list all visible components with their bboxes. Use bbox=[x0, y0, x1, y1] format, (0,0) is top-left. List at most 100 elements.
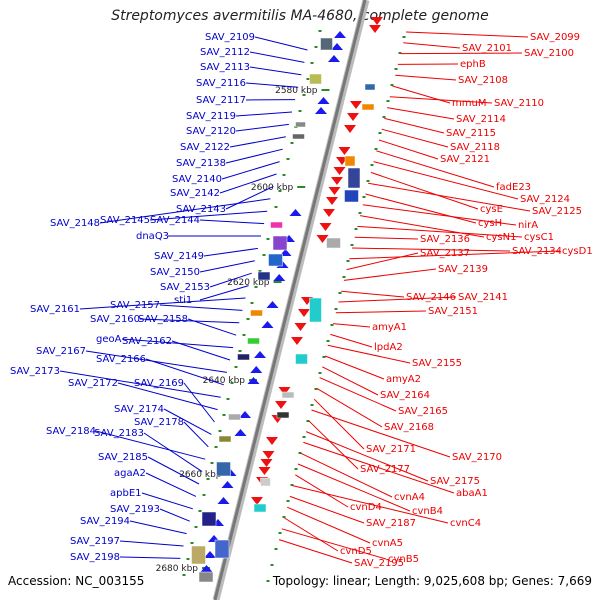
minor-tick bbox=[254, 286, 258, 288]
right-gene-label: SAV_2136 bbox=[420, 234, 470, 245]
minor-tick bbox=[298, 110, 302, 112]
minor-tick bbox=[378, 132, 382, 134]
minor-tick bbox=[354, 228, 358, 230]
right-leader-line bbox=[389, 96, 493, 104]
right-gene-label: cysC1 bbox=[524, 232, 554, 243]
left-gene-label: SAV_2145 bbox=[100, 215, 150, 226]
left-gene-label: SAV_2153 bbox=[160, 282, 210, 293]
minor-tick bbox=[250, 302, 254, 304]
forward-gene-arrow bbox=[221, 481, 234, 488]
feature-block bbox=[281, 391, 295, 399]
left-gene-label: SAV_2162 bbox=[122, 336, 172, 347]
minor-tick bbox=[386, 100, 390, 102]
right-leader-line bbox=[308, 420, 359, 470]
feature-block bbox=[309, 297, 322, 323]
feature-block bbox=[257, 271, 271, 281]
reverse-gene-arrow bbox=[344, 125, 356, 133]
feature-block bbox=[228, 413, 241, 421]
right-leader-line bbox=[289, 495, 365, 524]
minor-tick bbox=[274, 206, 278, 208]
right-gene-label: amyA2 bbox=[386, 374, 421, 385]
minor-tick bbox=[330, 324, 334, 326]
minor-tick bbox=[302, 94, 306, 96]
forward-gene-arrow bbox=[334, 31, 346, 38]
right-gene-label: SAV_2115 bbox=[446, 128, 496, 139]
minor-tick bbox=[286, 500, 290, 502]
minor-tick bbox=[198, 510, 202, 512]
right-leader-line bbox=[405, 31, 529, 38]
feature-block bbox=[292, 133, 305, 140]
minor-tick bbox=[226, 398, 230, 400]
reverse-gene-arrow bbox=[291, 337, 303, 345]
left-gene-label: SAV_2193 bbox=[110, 504, 160, 515]
right-leader-line bbox=[297, 463, 411, 512]
left-gene-label: SAV_2173 bbox=[10, 366, 60, 377]
reverse-gene-arrow bbox=[298, 309, 310, 317]
right-leader-line bbox=[322, 366, 379, 396]
left-leader-line bbox=[254, 36, 308, 51]
minor-tick bbox=[334, 308, 338, 310]
minor-tick bbox=[322, 356, 326, 358]
right-leader-line bbox=[295, 474, 349, 508]
left-gene-label: SAV_2161 bbox=[30, 304, 80, 315]
reverse-gene-arrow bbox=[294, 323, 307, 331]
right-leader-line bbox=[357, 225, 523, 238]
right-gene-label: SAV_2165 bbox=[398, 406, 448, 417]
feature-block bbox=[201, 511, 217, 527]
left-gene-label: geoA bbox=[96, 334, 122, 345]
minor-tick bbox=[318, 30, 322, 32]
left-gene-label: SAV_2167 bbox=[36, 346, 86, 357]
right-leader-line bbox=[365, 193, 477, 224]
minor-tick bbox=[214, 446, 218, 448]
minor-tick bbox=[382, 116, 386, 118]
minor-tick bbox=[234, 366, 238, 368]
left-leader-line bbox=[203, 247, 258, 257]
left-leader-line bbox=[85, 350, 227, 373]
right-leader-line bbox=[378, 139, 439, 160]
reverse-gene-arrow bbox=[326, 197, 338, 205]
left-gene-label: SAV_2109 bbox=[205, 32, 255, 43]
left-leader-line bbox=[119, 556, 181, 559]
right-leader-line bbox=[376, 150, 495, 188]
minor-tick bbox=[238, 350, 242, 352]
left-gene-label: SAV_2144 bbox=[150, 215, 200, 226]
reverse-gene-arrow bbox=[251, 497, 263, 505]
right-gene-label: cvnB5 bbox=[388, 554, 419, 565]
right-leader-line bbox=[381, 128, 449, 148]
right-leader-line bbox=[278, 539, 353, 564]
left-gene-label: SAV_2197 bbox=[70, 536, 120, 547]
minor-tick bbox=[218, 430, 222, 432]
right-gene-label: SAV_2141 bbox=[458, 292, 508, 303]
left-gene-label: SAV_2178 bbox=[134, 417, 184, 428]
backbone-line bbox=[213, 0, 367, 600]
left-gene-label: SAV_2194 bbox=[80, 516, 130, 527]
left-gene-label: SAV_2120 bbox=[186, 126, 236, 137]
right-gene-label: SAV_2124 bbox=[520, 194, 570, 205]
right-leader-line bbox=[305, 431, 429, 482]
forward-gene-arrow bbox=[289, 209, 302, 216]
feature-block bbox=[270, 221, 283, 229]
forward-gene-arrow bbox=[266, 301, 279, 308]
tick-label: 2580 kbp bbox=[275, 86, 318, 96]
right-leader-line bbox=[311, 409, 451, 458]
left-leader-line bbox=[183, 421, 209, 448]
left-gene-label: SAV_2113 bbox=[200, 62, 250, 73]
left-gene-label: SAV_2142 bbox=[170, 188, 220, 199]
left-leader-line bbox=[99, 198, 271, 224]
feature-block bbox=[272, 235, 288, 251]
right-leader-line bbox=[349, 250, 561, 260]
right-gene-label: SAV_2137 bbox=[420, 248, 470, 259]
left-gene-labels: SAV_2109 SAV_2112 SAV_2113 SAV_2116 SAV_2117… bbox=[10, 32, 308, 563]
reverse-gene-arrow bbox=[328, 187, 341, 195]
minor-tick bbox=[278, 190, 282, 192]
reverse-gene-arrow bbox=[316, 235, 329, 243]
feature-block bbox=[295, 121, 306, 128]
right-gene-label: mmuM bbox=[452, 98, 486, 109]
right-leader-line bbox=[324, 355, 385, 380]
feature-block bbox=[295, 353, 308, 365]
left-leader-line bbox=[235, 111, 293, 117]
right-gene-label: SAV_2100 bbox=[524, 48, 574, 59]
left-leader-line bbox=[159, 304, 243, 311]
right-gene-label: cvnD4 bbox=[350, 502, 382, 513]
feature-block bbox=[260, 477, 271, 487]
